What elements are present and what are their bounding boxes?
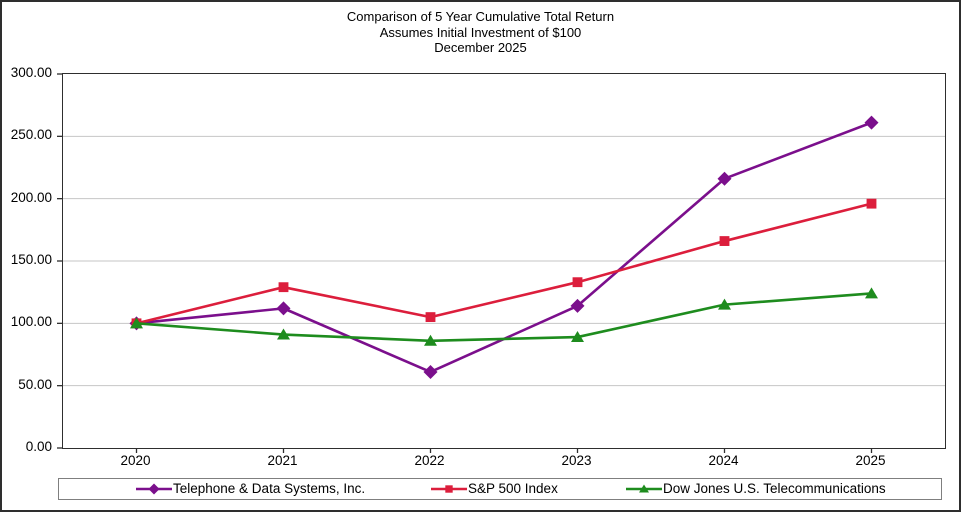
triangle-marker bbox=[865, 287, 878, 299]
triangle-marker bbox=[639, 484, 649, 493]
series-line bbox=[135, 202, 873, 325]
x-axis-tick-label: 2021 bbox=[267, 453, 298, 468]
square-marker bbox=[866, 198, 877, 209]
triangle-marker bbox=[130, 317, 143, 329]
square-marker bbox=[425, 312, 436, 323]
diamond-legend-icon bbox=[136, 483, 172, 495]
y-axis-tick-label: 300.00 bbox=[10, 65, 52, 80]
x-axis-tick-label: 2024 bbox=[708, 453, 739, 468]
series-line bbox=[135, 292, 873, 343]
legend-entry: Dow Jones U.S. Telecommunications bbox=[626, 479, 886, 499]
chart-title: Comparison of 5 Year Cumulative Total Re… bbox=[0, 9, 961, 56]
x-axis-tick-label: 2020 bbox=[120, 453, 151, 468]
square-legend-icon bbox=[431, 485, 467, 493]
x-axis-tick-label: 2023 bbox=[561, 453, 592, 468]
triangle-legend-icon bbox=[626, 484, 662, 493]
legend-entry: S&P 500 Index bbox=[431, 479, 558, 499]
square-marker bbox=[445, 485, 453, 493]
diamond-marker bbox=[864, 115, 879, 130]
diamond-marker bbox=[717, 171, 732, 186]
legend-label: Telephone & Data Systems, Inc. bbox=[173, 481, 366, 496]
chart-title-line3: December 2025 bbox=[434, 40, 527, 55]
legend: Telephone & Data Systems, Inc. S&P 500 In… bbox=[58, 478, 942, 500]
square-marker bbox=[719, 236, 730, 246]
triangle-marker bbox=[424, 334, 437, 346]
y-axis-labels: 0.00 50.00 100.00 150.00 200.00 250.00 300.00 bbox=[0, 65, 52, 454]
chart-title-line1: Comparison of 5 Year Cumulative Total Re… bbox=[346, 9, 615, 24]
y-axis-tick-label: 200.00 bbox=[10, 189, 52, 205]
x-axis-tick-label: 2025 bbox=[855, 453, 886, 468]
chart-title-line2: Assumes Initial Investment of $100 bbox=[379, 24, 582, 40]
diamond-marker bbox=[570, 298, 585, 313]
y-axis-tick-label: 150.00 bbox=[10, 252, 52, 267]
square-marker bbox=[572, 277, 583, 288]
diamond-marker bbox=[148, 483, 160, 495]
triangle-marker bbox=[718, 298, 731, 310]
y-axis-tick-label: 100.00 bbox=[10, 314, 52, 330]
x-axis-labels: 2020 2021 2022 2023 2024 2025 bbox=[62, 453, 944, 471]
legend-label: S&P 500 Index bbox=[468, 481, 558, 496]
line-chart-canvas bbox=[57, 73, 945, 453]
square-marker bbox=[278, 282, 289, 293]
plot-area bbox=[57, 73, 946, 453]
x-axis-tick-label: 2022 bbox=[414, 453, 445, 468]
series-line bbox=[135, 121, 873, 374]
triangle-marker bbox=[571, 331, 584, 343]
triangle-marker bbox=[277, 328, 290, 340]
y-axis-tick-label: 0.00 bbox=[25, 439, 52, 454]
legend-label: Dow Jones U.S. Telecommunications bbox=[663, 481, 886, 496]
y-axis-tick-label: 50.00 bbox=[18, 376, 52, 392]
y-axis-tick-label: 250.00 bbox=[10, 127, 52, 143]
diamond-marker bbox=[276, 301, 291, 316]
legend-entry: Telephone & Data Systems, Inc. bbox=[136, 479, 365, 499]
diamond-marker bbox=[423, 364, 438, 379]
